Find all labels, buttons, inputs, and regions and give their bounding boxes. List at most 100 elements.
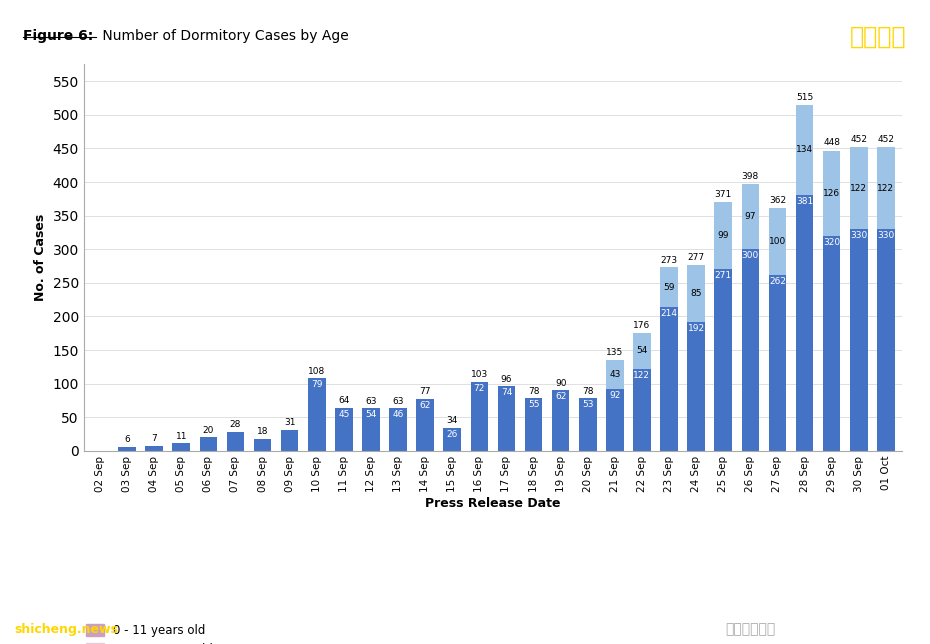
Bar [118,447,136,451]
Text: 53: 53 [582,401,593,410]
Bar [335,408,352,451]
Text: 271: 271 [714,270,732,279]
Text: 63: 63 [392,397,404,406]
Bar [145,446,163,451]
Text: 90: 90 [555,379,566,388]
Text: 99: 99 [717,231,729,240]
Bar [633,332,651,369]
Text: Number of Dormitory Cases by Age: Number of Dormitory Cases by Age [98,29,349,43]
Text: 300: 300 [742,251,759,260]
Bar [281,430,299,451]
Text: shicheng.news: shicheng.news [14,623,118,636]
Bar [308,378,326,451]
Bar [362,408,379,451]
Text: 78: 78 [582,386,593,395]
Text: 330: 330 [877,231,895,240]
Text: 126: 126 [823,189,840,198]
Bar [633,369,651,451]
Text: 122: 122 [633,371,650,380]
Text: 176: 176 [633,321,651,330]
Bar [660,307,678,451]
Text: 362: 362 [769,196,786,205]
Bar [687,322,705,451]
Bar [850,147,868,229]
Text: 371: 371 [714,190,732,199]
Text: 7: 7 [152,435,157,444]
Text: 273: 273 [660,256,678,265]
Text: 398: 398 [742,172,759,181]
Text: 108: 108 [308,366,326,375]
Text: 448: 448 [823,138,840,147]
Text: 135: 135 [606,348,623,357]
Bar [714,202,732,269]
Bar [390,408,406,451]
Text: 54: 54 [636,346,647,355]
Bar [498,386,515,451]
Text: 122: 122 [877,184,895,193]
Text: 62: 62 [419,401,431,410]
Y-axis label: No. of Cases: No. of Cases [33,214,46,301]
Text: 262: 262 [769,277,786,286]
Text: 134: 134 [796,146,813,155]
Text: 78: 78 [528,386,539,395]
Bar [877,147,895,229]
Text: 狮城新闻: 狮城新闻 [850,24,907,48]
Bar [606,389,624,451]
Text: 59: 59 [663,283,675,292]
Bar [606,360,624,389]
Text: 34: 34 [446,416,458,425]
Text: 192: 192 [687,324,705,333]
Text: Figure 6:: Figure 6: [23,29,94,43]
Bar [768,207,786,275]
Bar [579,399,596,451]
Bar [660,267,678,307]
Bar [444,428,461,451]
Text: 77: 77 [419,388,431,396]
Text: 新加坡华人圈: 新加坡华人圈 [725,622,776,636]
Bar [687,265,705,322]
Text: 63: 63 [365,397,377,406]
Text: 46: 46 [392,410,404,419]
Text: 452: 452 [850,135,868,144]
Bar [417,399,434,451]
Text: 85: 85 [690,289,702,298]
Bar [525,399,542,451]
Bar [768,275,786,451]
Bar [741,249,759,451]
Text: 452: 452 [877,135,895,144]
Text: 277: 277 [687,253,705,262]
Text: 97: 97 [745,212,756,221]
Bar [551,390,569,451]
Bar [823,151,841,236]
Bar [714,269,732,451]
Text: 100: 100 [769,236,786,245]
Text: 96: 96 [500,375,512,384]
Text: 20: 20 [203,426,214,435]
Text: 103: 103 [471,370,488,379]
Bar [200,437,218,451]
Text: 43: 43 [609,370,620,379]
X-axis label: Press Release Date: Press Release Date [425,497,561,510]
Bar [172,444,190,451]
Text: 11: 11 [176,431,187,440]
Text: 45: 45 [339,410,350,419]
Text: 79: 79 [311,380,323,389]
Text: 515: 515 [796,93,813,102]
Bar [796,194,814,451]
Text: 26: 26 [446,430,458,439]
Text: 330: 330 [850,231,868,240]
Text: 6: 6 [125,435,130,444]
Text: 18: 18 [257,427,269,436]
Bar [823,236,841,451]
Bar [796,105,814,194]
Bar [254,439,272,451]
Bar [877,229,895,451]
Text: 122: 122 [850,184,868,193]
Text: 214: 214 [660,309,678,318]
Text: 54: 54 [365,410,377,419]
Bar [741,184,759,249]
Bar [850,229,868,451]
Text: 381: 381 [796,197,813,206]
Bar [227,432,245,451]
Text: 64: 64 [339,396,350,405]
